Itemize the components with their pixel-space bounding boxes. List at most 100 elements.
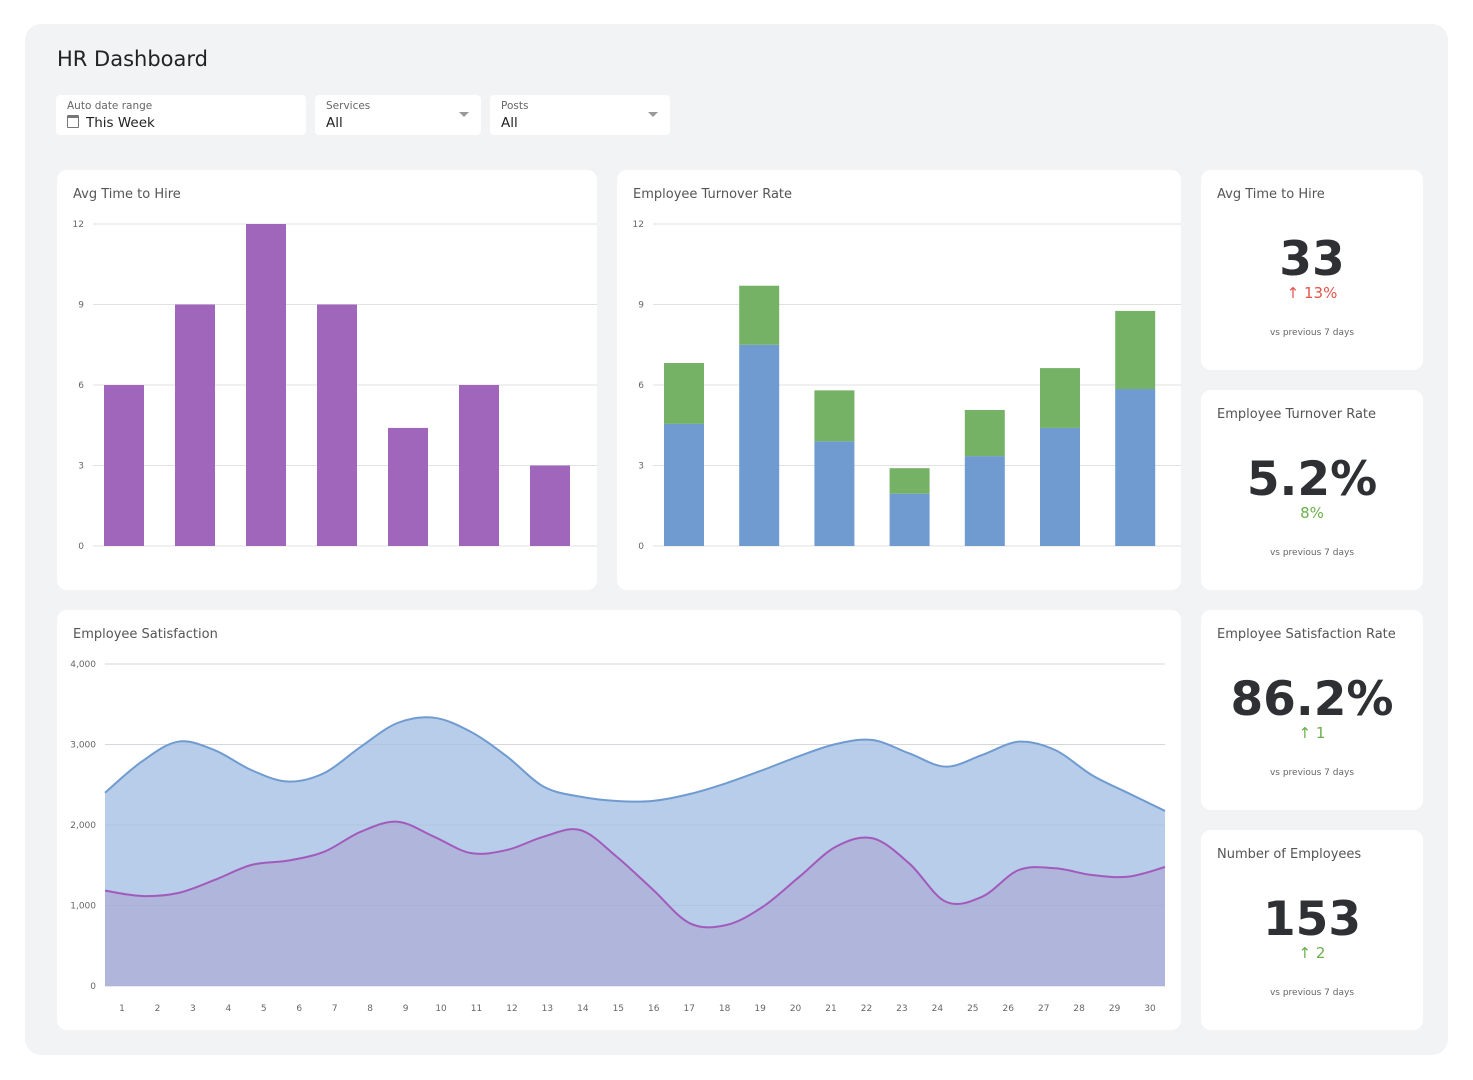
turnover-rate-chart-card: 0 3 6 9 12 Employee Turnover Rate [617, 170, 1181, 590]
x-tick-label: 25 [967, 1004, 978, 1014]
kpi-title: Number of Employees [1217, 847, 1362, 862]
x-tick-label: 8 [367, 1004, 373, 1014]
bar-segment-top [1040, 368, 1080, 428]
y-tick-label: 0 [90, 982, 96, 992]
kpi-change-value: 8% [1300, 504, 1324, 522]
x-tick-label: 20 [790, 1004, 802, 1014]
bar-segment-top [664, 362, 704, 424]
x-tick-label: 16 [648, 1004, 660, 1014]
kpi-card: Number of Employees 153 ↑ 2 vs previous … [1201, 830, 1423, 1030]
y-tick-label: 4,000 [70, 660, 96, 670]
turnover-stacked-bar-chart: 0 3 6 9 12 [633, 220, 1181, 552]
posts-dropdown[interactable]: Posts All [490, 95, 670, 135]
date-range-filter[interactable]: Auto date range This Week [56, 95, 306, 135]
satisfaction-chart-card: 0 1,000 2,000 3,000 4,000 1 2 3 4 5 6 7 8 9 10 11 12 13 14… [57, 610, 1181, 1030]
kpi-card: Employee Satisfaction Rate 86.2% ↑ 1 vs … [1201, 610, 1423, 810]
chevron-down-icon [459, 112, 469, 117]
kpi-change-value: 1 [1315, 724, 1326, 742]
x-tick-label: 30 [1144, 1004, 1156, 1014]
x-tick-label: 3 [190, 1004, 196, 1014]
kpi-change: ↑ 2 [1201, 944, 1423, 962]
x-tick-label: 29 [1109, 1004, 1121, 1014]
y-tick-label: 12 [73, 220, 84, 230]
bar-segment-top [964, 409, 1005, 457]
y-tick-label: 3 [78, 462, 84, 472]
kpi-comparison-note: vs previous 7 days [1269, 988, 1355, 998]
y-tick-label: 1,000 [70, 902, 96, 912]
bar-segment-top [739, 285, 780, 345]
bar-segment-top [1115, 310, 1156, 390]
x-tick-label: 15 [613, 1004, 624, 1014]
y-tick-label: 3,000 [70, 741, 96, 751]
y-tick-label: 6 [638, 381, 644, 391]
bar [104, 385, 144, 546]
x-tick-label: 2 [155, 1004, 161, 1014]
avg-time-to-hire-chart-card: 0 3 6 9 12 Avg Time to Hire [57, 170, 597, 590]
kpi-value: 5.2% [1246, 452, 1378, 507]
posts-value: All [501, 115, 518, 131]
date-range-label: Auto date range [67, 100, 153, 112]
y-tick-label: 9 [638, 301, 644, 311]
x-tick-label: 18 [719, 1004, 731, 1014]
chart-title: Employee Satisfaction [73, 627, 218, 642]
series-line [104, 820, 1166, 929]
arrow-up-icon: ↑ [1286, 284, 1304, 302]
kpi-change-value: 2 [1315, 944, 1326, 962]
x-tick-label: 27 [1038, 1004, 1049, 1014]
bar-segment-bottom [889, 493, 930, 546]
chart-title: Avg Time to Hire [73, 187, 181, 202]
bar-segment-bottom [814, 441, 855, 546]
chart-title: Employee Turnover Rate [633, 187, 793, 202]
x-tick-label: 28 [1073, 1004, 1085, 1014]
bar [388, 427, 428, 546]
y-tick-label: 6 [78, 381, 84, 391]
bar-segment-bottom [1115, 389, 1156, 546]
services-label: Services [326, 100, 371, 112]
area-fill [105, 821, 1165, 986]
services-value: All [326, 115, 343, 131]
y-tick-label: 0 [78, 542, 84, 552]
x-tick-label: 21 [825, 1004, 836, 1014]
x-tick-label: 4 [225, 1004, 231, 1014]
kpi-card: Avg Time to Hire 33 ↑ 13% vs previous 7 … [1201, 170, 1423, 370]
x-tick-label: 23 [896, 1004, 907, 1014]
bar-segment-bottom [1040, 427, 1080, 546]
x-tick-label: 26 [1003, 1004, 1015, 1014]
x-tick-label: 9 [403, 1004, 409, 1014]
x-tick-label: 10 [435, 1004, 447, 1014]
kpi-value: 33 [1279, 232, 1345, 287]
calendar-icon [67, 115, 79, 128]
x-tick-label: 1 [119, 1004, 125, 1014]
x-tick-label: 17 [683, 1004, 694, 1014]
x-tick-label: 13 [542, 1004, 553, 1014]
x-tick-label: 5 [261, 1004, 267, 1014]
bar [530, 465, 570, 546]
bar-segment-bottom [664, 423, 704, 546]
bar-segment-bottom [739, 344, 780, 546]
bar-segment-top [889, 468, 930, 494]
series-line [104, 716, 1166, 812]
avg-time-to-hire-bar-chart: 0 3 6 9 12 [73, 220, 597, 552]
posts-label: Posts [501, 100, 529, 112]
bar-segment-top [814, 390, 855, 442]
y-tick-label: 12 [633, 220, 644, 230]
kpi-title: Employee Turnover Rate [1217, 407, 1377, 422]
x-tick-label: 11 [471, 1004, 482, 1014]
kpi-change-value: 13% [1304, 284, 1338, 302]
kpi-value: 86.2% [1230, 672, 1394, 727]
services-dropdown[interactable]: Services All [315, 95, 481, 135]
kpi-comparison-note: vs previous 7 days [1269, 548, 1355, 558]
kpi-comparison-note: vs previous 7 days [1269, 768, 1355, 778]
kpi-change: ↑ 1 [1201, 724, 1423, 742]
bar [246, 224, 286, 546]
kpi-change: ↑ 13% [1201, 284, 1423, 302]
arrow-up-icon: ↑ [1298, 724, 1316, 742]
chevron-down-icon [648, 112, 658, 117]
bar [175, 304, 215, 546]
kpi-comparison-note: vs previous 7 days [1269, 328, 1355, 338]
x-tick-label: 14 [577, 1004, 589, 1014]
kpi-card: Employee Turnover Rate 5.2% 8% vs previo… [1201, 390, 1423, 590]
x-tick-label: 19 [754, 1004, 766, 1014]
x-tick-label: 7 [332, 1004, 338, 1014]
date-range-value: This Week [86, 115, 155, 131]
